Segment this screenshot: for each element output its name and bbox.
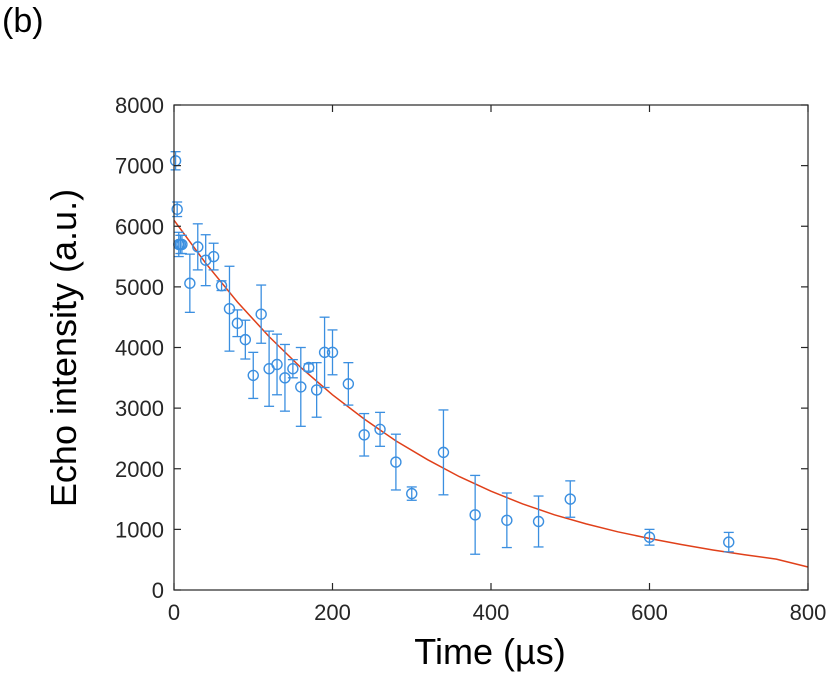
data-marker: [184, 277, 196, 289]
data-marker: [406, 487, 418, 500]
data-point: [374, 411, 386, 447]
data-marker: [207, 250, 220, 263]
data-point: [303, 361, 315, 374]
data-point: [326, 329, 339, 376]
fit-curve-layer: [173, 219, 809, 568]
data-marker: [247, 369, 259, 382]
data-point: [406, 486, 418, 501]
y-tick-label: 0: [152, 578, 164, 603]
data-point: [564, 480, 576, 518]
data-point: [318, 316, 331, 389]
y-tick-label: 6000: [115, 214, 164, 239]
data-point: [176, 234, 188, 255]
data-marker: [723, 536, 735, 548]
y-tick-label: 5000: [115, 275, 164, 300]
data-point: [358, 412, 370, 457]
y-tick-label: 3000: [115, 396, 164, 421]
data-marker: [374, 423, 386, 436]
data-marker: [310, 384, 323, 396]
data-marker: [390, 456, 402, 468]
data-point: [287, 358, 299, 379]
data-marker: [223, 303, 236, 315]
data-marker: [564, 493, 576, 505]
data-marker: [176, 238, 188, 251]
data-point: [501, 492, 513, 549]
data-point: [192, 223, 204, 271]
data-marker: [342, 378, 355, 390]
data-points-layer: [169, 151, 735, 555]
data-point: [342, 362, 355, 406]
data-marker: [532, 515, 545, 528]
fit-curve: [173, 219, 809, 568]
data-marker: [239, 333, 252, 346]
x-tick-label: 800: [790, 600, 827, 625]
axes-layer: 0 200 400 600 800010002000300040005000600070…: [115, 93, 826, 625]
x-axis-label: Time (µs): [414, 631, 565, 672]
y-tick-label: 8000: [115, 93, 164, 118]
data-marker: [287, 363, 299, 375]
data-marker: [437, 446, 450, 459]
x-tick-label: 600: [631, 600, 668, 625]
data-marker: [271, 358, 283, 371]
y-tick-label: 7000: [115, 154, 164, 179]
data-marker: [318, 346, 331, 359]
data-point: [310, 362, 323, 418]
data-point: [184, 253, 196, 313]
data-point: [723, 531, 735, 553]
data-point: [255, 284, 267, 344]
y-tick-label: 4000: [115, 336, 164, 361]
data-point: [469, 474, 481, 555]
data-point: [215, 279, 228, 292]
y-tick-label: 2000: [115, 457, 164, 482]
data-marker: [215, 279, 228, 292]
data-point: [207, 242, 220, 271]
y-tick-label: 1000: [115, 517, 164, 542]
data-marker: [295, 381, 307, 393]
x-tick-label: 200: [314, 600, 351, 625]
y-axis-label: Echo intensity (a.u.): [43, 189, 84, 507]
data-marker: [303, 361, 315, 374]
data-point: [271, 333, 283, 396]
data-marker: [358, 429, 370, 441]
data-point: [223, 265, 236, 352]
data-marker: [231, 317, 244, 329]
data-point: [643, 528, 656, 546]
data-point: [239, 319, 252, 360]
data-marker: [255, 308, 267, 320]
data-marker: [469, 509, 481, 521]
x-tick-label: 400: [473, 600, 510, 625]
data-point: [532, 495, 545, 548]
panel-label: (b): [2, 2, 44, 40]
data-point: [390, 433, 402, 491]
data-point: [295, 346, 307, 427]
x-tick-label: 0: [168, 600, 180, 625]
data-marker: [501, 514, 513, 526]
data-marker: [171, 203, 183, 215]
data-point: [247, 351, 259, 400]
data-marker: [326, 346, 339, 359]
data-point: [437, 409, 450, 496]
data-marker: [643, 531, 656, 543]
data-marker: [192, 241, 204, 253]
